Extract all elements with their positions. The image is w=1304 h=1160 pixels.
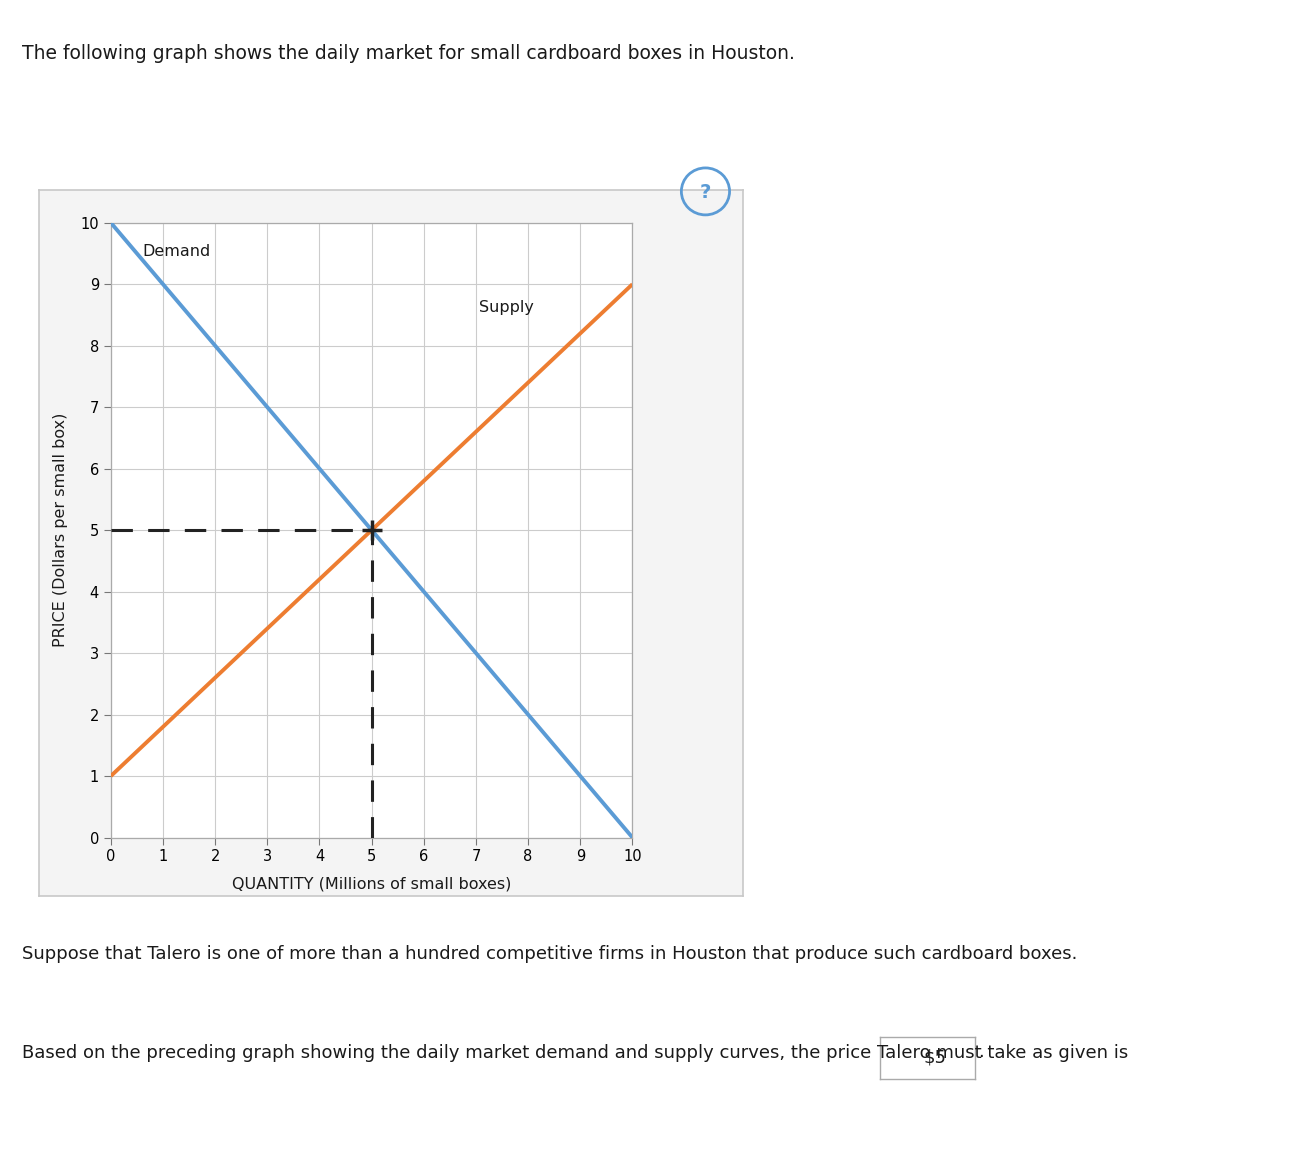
Text: The following graph shows the daily market for small cardboard boxes in Houston.: The following graph shows the daily mark… xyxy=(22,44,795,63)
Text: Demand: Demand xyxy=(142,245,210,259)
Text: ?: ? xyxy=(700,183,711,202)
Text: Based on the preceding graph showing the daily market demand and supply curves, : Based on the preceding graph showing the… xyxy=(22,1044,1128,1063)
Text: .: . xyxy=(978,1043,983,1061)
Text: Suppose that Talero is one of more than a hundred competitive firms in Houston t: Suppose that Talero is one of more than … xyxy=(22,945,1077,964)
Y-axis label: PRICE (Dollars per small box): PRICE (Dollars per small box) xyxy=(53,413,68,647)
X-axis label: QUANTITY (Millions of small boxes): QUANTITY (Millions of small boxes) xyxy=(232,877,511,892)
Text: $5: $5 xyxy=(925,1049,947,1067)
Text: Supply: Supply xyxy=(479,299,533,314)
